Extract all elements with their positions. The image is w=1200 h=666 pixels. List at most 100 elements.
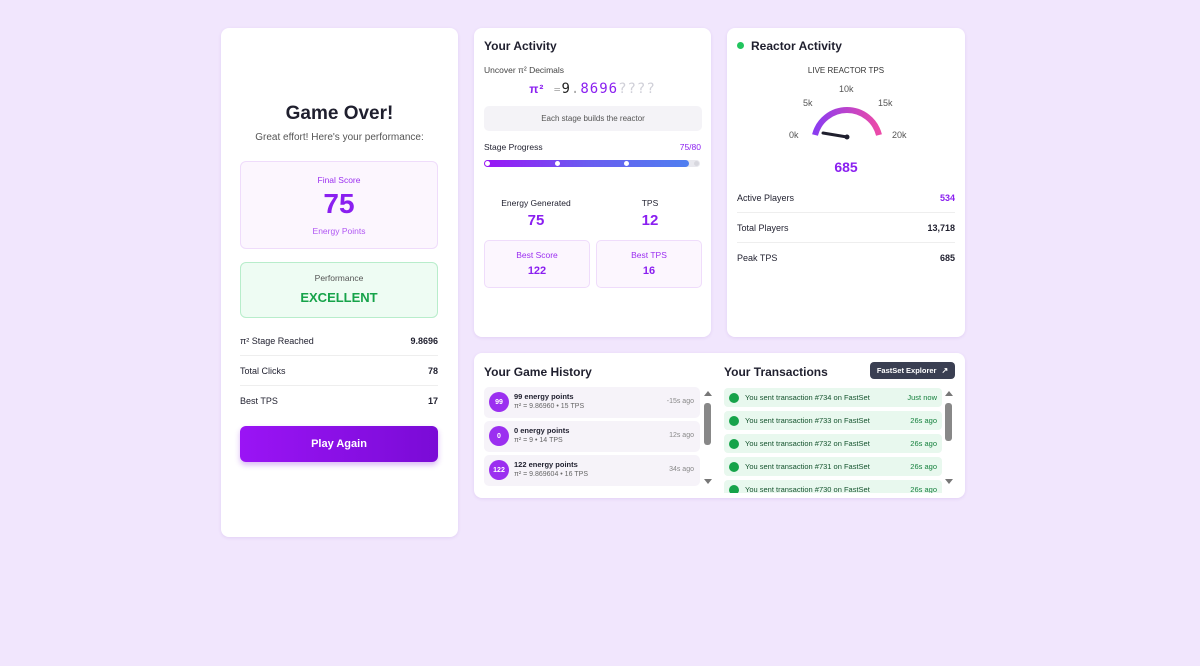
play-again-button[interactable]: Play Again: [240, 426, 438, 462]
energy-value: 75: [527, 212, 545, 229]
text: You sent transaction #731 on FastSet: [745, 462, 870, 471]
label: Best TPS: [631, 250, 667, 260]
title: Reactor Activity: [751, 39, 842, 53]
label: π² Stage Reached: [240, 335, 314, 346]
pi-display: π² =9.8696????: [474, 81, 711, 97]
stat-row: Total Players 13,718: [737, 213, 955, 243]
activity-card: Your Activity Uncover π² Decimals π² =9.…: [474, 28, 711, 337]
gauge-tick: 15k: [878, 98, 893, 108]
progress-track: [484, 160, 700, 167]
value: EXCELLENT: [300, 290, 378, 305]
points: 0 energy points: [514, 426, 570, 435]
points: 99 energy points: [514, 392, 574, 401]
best-score-box: Best Score 122: [484, 240, 590, 288]
hint: Each stage builds the reactor: [484, 106, 702, 131]
gauge-tick: 10k: [839, 84, 854, 94]
transaction: You sent transaction #730 on FastSet 26s …: [724, 480, 942, 493]
integer: 9: [561, 81, 571, 97]
value: 16: [642, 265, 656, 277]
gauge: [812, 107, 882, 140]
text: You sent transaction #732 on FastSet: [745, 439, 870, 448]
live-dot: [737, 42, 744, 49]
dot: .: [570, 81, 581, 97]
final-score-box: Final Score 75 Energy Points: [240, 161, 438, 249]
time: 34s ago: [669, 466, 694, 473]
gauge-label: LIVE REACTOR TPS: [807, 66, 885, 75]
stat-row: Total Clicks 78: [240, 356, 438, 386]
pi-symbol: π²: [529, 82, 545, 96]
stat-row: Peak TPS 685: [737, 243, 955, 273]
badge: 122: [489, 460, 509, 480]
label: Best TPS: [240, 396, 278, 406]
equals: =: [553, 83, 562, 96]
label: Total Players: [737, 222, 789, 233]
unit: Energy Points: [312, 226, 366, 236]
transaction: You sent transaction #731 on FastSet 26s …: [724, 457, 942, 476]
reactor-tps: 685: [834, 159, 858, 175]
transaction: You sent transaction #732 on FastSet 26s …: [724, 434, 942, 453]
label: Peak TPS: [737, 253, 778, 263]
performance-box: Performance EXCELLENT: [240, 262, 438, 318]
badge: 99: [489, 392, 509, 412]
history-item: 99 99 energy points π² = 9.86960 • 15 TP…: [484, 387, 700, 418]
history-card: Your Game History 99 99 energy points π²…: [474, 353, 965, 498]
value: 17: [427, 396, 438, 406]
time: 12s ago: [669, 432, 694, 439]
badge: 0: [489, 426, 509, 446]
decimals-label: Uncover π² Decimals: [484, 65, 565, 75]
text: You sent transaction #734 on FastSet: [745, 393, 870, 402]
gauge-tick: 0k: [789, 130, 799, 140]
game-over-card: Game Over! Great effort! Here's your per…: [221, 28, 458, 537]
subtitle: Great effort! Here's your performance:: [255, 132, 424, 143]
time: 26s ago: [910, 462, 937, 471]
transaction: You sent transaction #734 on FastSet Just…: [724, 388, 942, 407]
value: 78: [427, 365, 438, 376]
progress-value: 75/80: [679, 142, 701, 152]
time: 26s ago: [910, 485, 937, 493]
label: Active Players: [737, 192, 795, 203]
title: Game Over!: [285, 103, 394, 124]
best-tps-box: Best TPS 16: [596, 240, 702, 288]
progress-label: Stage Progress: [484, 142, 543, 152]
gauge-arc: [812, 107, 882, 136]
energy-label: Energy Generated: [501, 198, 571, 208]
stat-row: Active Players 534: [737, 183, 955, 213]
title: Your Activity: [484, 39, 557, 53]
value: 75: [323, 188, 355, 219]
time: Just now: [907, 393, 937, 402]
stage-dot: [555, 161, 560, 166]
detail: π² = 9 • 14 TPS: [514, 437, 563, 444]
history-scrollbar[interactable]: [702, 389, 714, 487]
history-item: 0 0 energy points π² = 9 • 14 TPS 12s ag…: [484, 421, 700, 452]
transactions-scrollbar[interactable]: [943, 389, 955, 487]
history-title: Your Game History: [484, 365, 592, 379]
time: 26s ago: [910, 439, 937, 448]
text: You sent transaction #730 on FastSet: [745, 485, 870, 493]
value: 685: [939, 253, 955, 263]
time: -15s ago: [666, 398, 694, 405]
gauge-tick: 5k: [803, 98, 813, 108]
value: 534: [939, 192, 955, 203]
label: Best Score: [516, 250, 558, 260]
stage-dot: [694, 161, 699, 166]
label: Total Clicks: [240, 365, 286, 376]
value: 13,718: [927, 222, 955, 233]
external-icon: ↗: [941, 366, 949, 375]
label: Final Score: [317, 175, 361, 185]
points: 122 energy points: [514, 460, 578, 469]
history-item: 122 122 energy points π² = 9.869604 • 16…: [484, 455, 700, 486]
detail: π² = 9.869604 • 16 TPS: [514, 471, 589, 478]
gauge-tick: 20k: [892, 130, 907, 140]
gauge-needle: [821, 131, 849, 139]
progress-fill: [484, 160, 690, 167]
hidden: ????: [618, 81, 656, 97]
transactions-title: Your Transactions: [724, 365, 828, 379]
explorer-button[interactable]: FastSet Explorer ↗: [870, 362, 955, 379]
label: Performance: [314, 273, 364, 283]
revealed: 8696: [580, 81, 619, 97]
transaction: You sent transaction #733 on FastSet 26s …: [724, 411, 942, 430]
tps-label: TPS: [641, 198, 659, 208]
stat-row: π² Stage Reached 9.8696: [240, 326, 438, 356]
button-label: FastSet Explorer: [876, 366, 937, 375]
